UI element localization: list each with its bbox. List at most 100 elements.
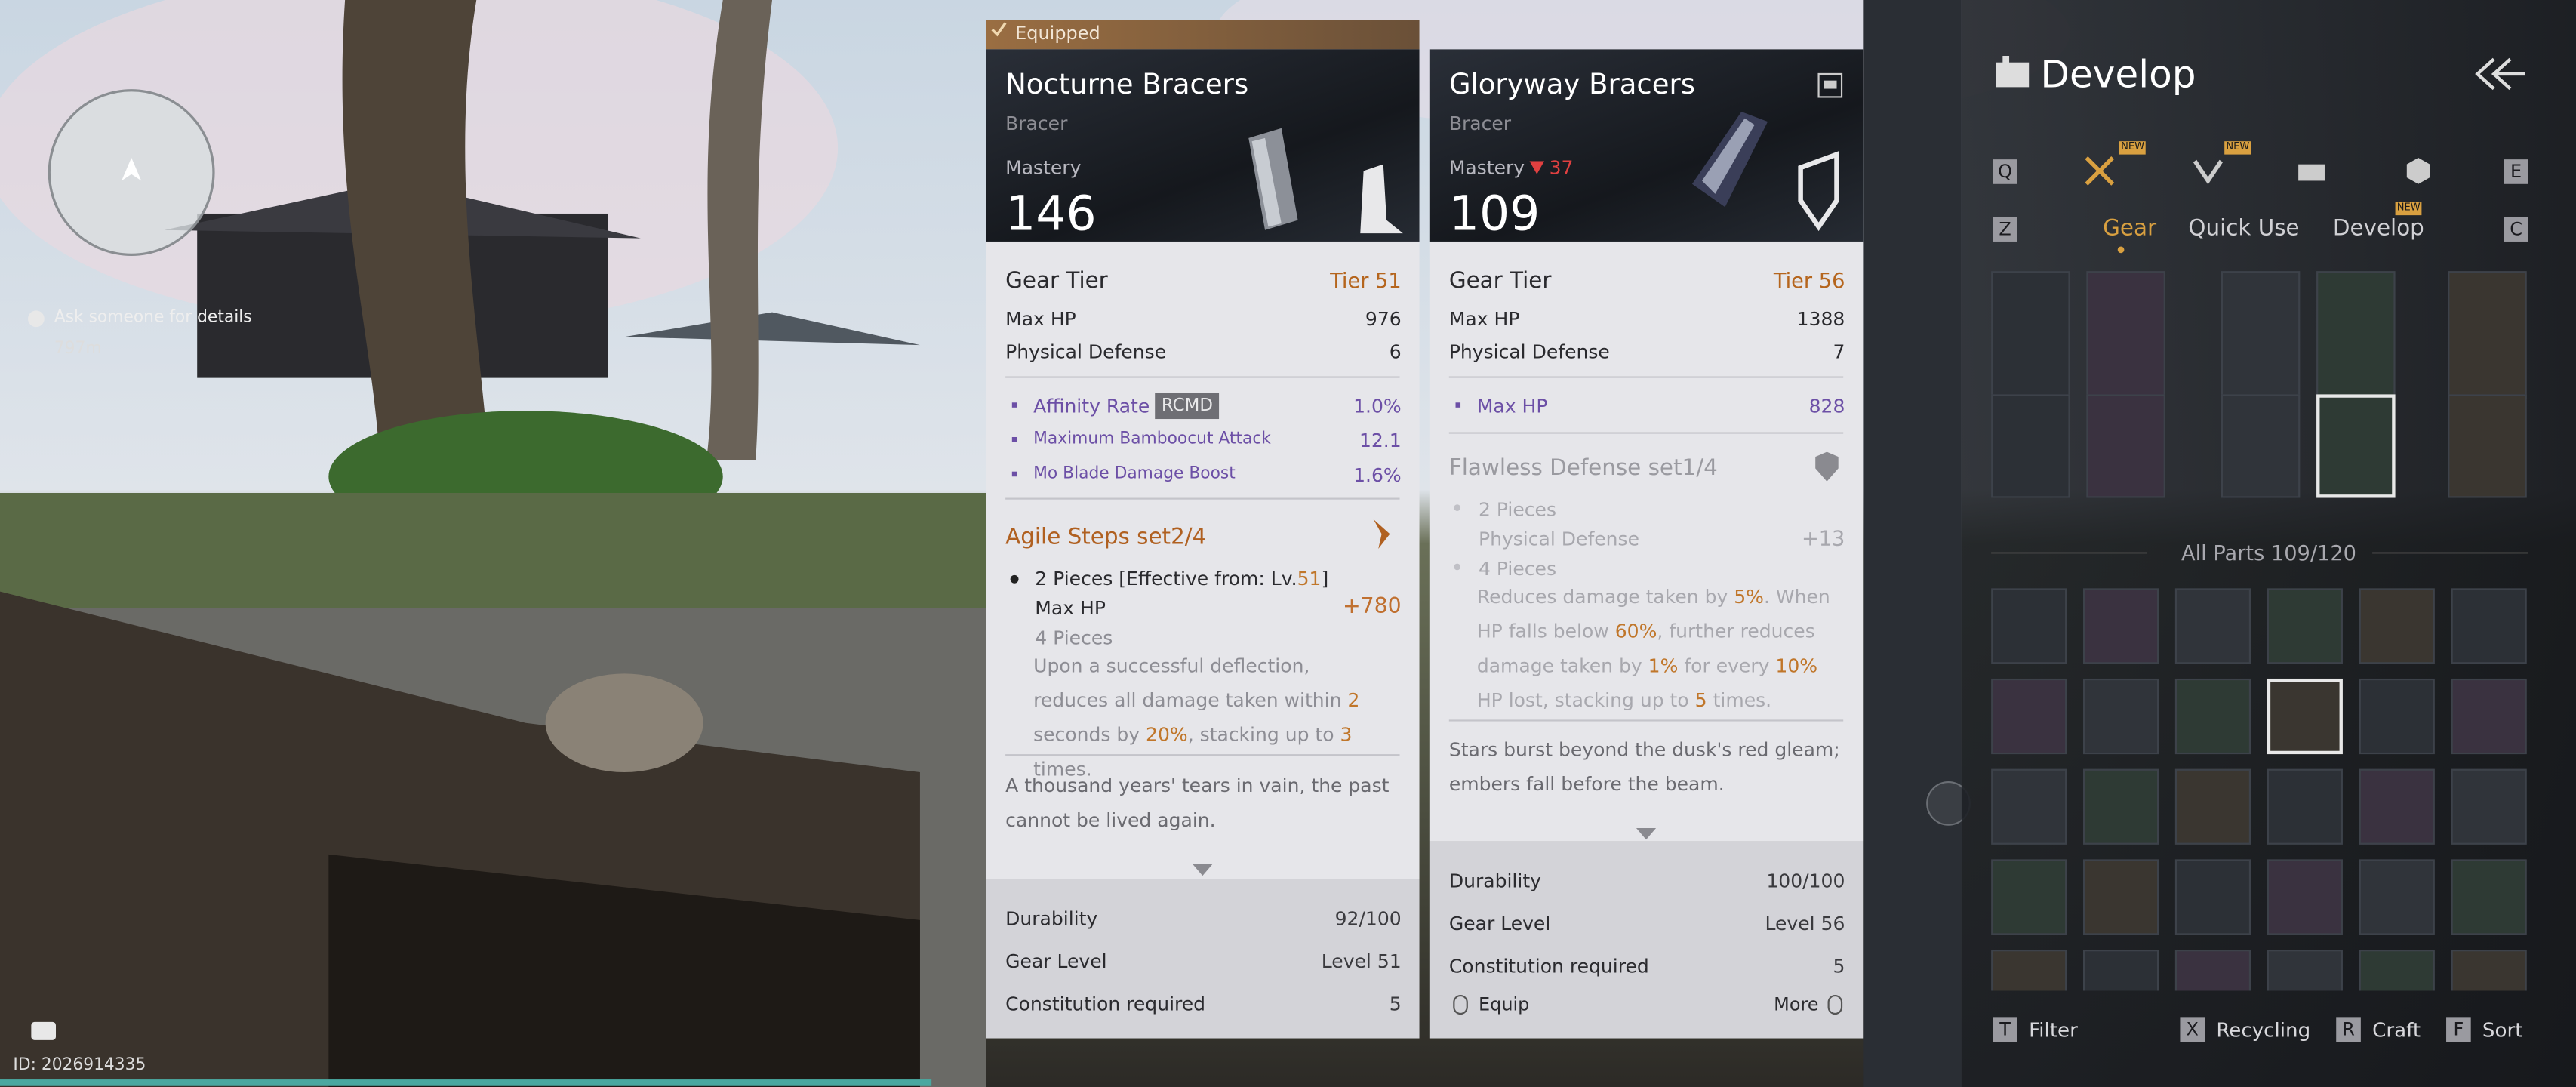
sub-tab[interactable]: Develop — [2332, 215, 2424, 242]
footer-value: 100/100 — [1766, 869, 1845, 892]
part-slot[interactable] — [2083, 588, 2159, 664]
part-slot[interactable] — [2174, 859, 2251, 935]
item-name: Gloryway Bracers — [1448, 69, 1696, 102]
part-slot[interactable] — [2451, 859, 2527, 935]
parts-grid — [1991, 588, 2550, 991]
part-slot[interactable] — [1991, 768, 2067, 845]
footer-value: Level 56 — [1765, 912, 1845, 935]
key-hint: C — [2504, 217, 2528, 242]
part-slot[interactable] — [2174, 950, 2251, 991]
part-slot[interactable] — [2359, 859, 2435, 935]
sub-tab[interactable]: Gear — [2103, 215, 2157, 242]
substat-label: Maximum Bamboocut Attack — [1033, 430, 1271, 449]
sub-tab[interactable]: Quick Use — [2188, 215, 2300, 242]
tier-label: Gear Tier — [1448, 267, 1552, 294]
part-slot[interactable] — [1991, 950, 2067, 991]
highlight: 3 — [1340, 722, 1353, 747]
equipment-slot[interactable] — [2316, 271, 2396, 399]
text-run: for every — [1678, 654, 1776, 677]
action-label[interactable]: Recycling — [2216, 1018, 2311, 1042]
bullet — [1455, 402, 1461, 408]
bullet — [1454, 504, 1461, 511]
part-slot[interactable] — [2359, 950, 2435, 991]
part-slot[interactable] — [2083, 859, 2159, 935]
divider — [1005, 497, 1400, 500]
part-slot[interactable] — [2083, 678, 2159, 755]
highlight: 2 — [1347, 688, 1360, 712]
footer-label: Durability — [1005, 907, 1098, 930]
action-label[interactable]: Filter — [2029, 1018, 2078, 1042]
mastery-label: Mastery — [1005, 156, 1082, 180]
text-run: Reduces damage taken by — [1476, 584, 1734, 608]
mastery-value: 146 — [1005, 185, 1097, 242]
key-hint: E — [2504, 159, 2528, 184]
set-piece-2: 2 Pieces [Effective from: Lv.51] — [1035, 565, 1328, 592]
equipment-slot[interactable] — [2448, 394, 2527, 498]
equip-button[interactable]: Equip — [1478, 993, 1530, 1016]
action-label[interactable]: Craft — [2372, 1018, 2421, 1042]
item-name: Nocturne Bracers — [1005, 69, 1249, 102]
part-slot[interactable] — [2359, 588, 2435, 664]
back-button[interactable] — [2471, 56, 2527, 92]
compare-icon[interactable] — [1817, 72, 1843, 99]
highlight: 5% — [1734, 584, 1764, 608]
substat-value: 1.0% — [1353, 394, 1402, 417]
set-piece-4: 4 Pieces — [1478, 556, 1557, 580]
equipment-slot[interactable] — [2448, 271, 2527, 399]
equipment-slot[interactable] — [2086, 394, 2165, 498]
text-run: seconds by — [1033, 722, 1146, 747]
part-slot[interactable] — [2174, 768, 2251, 845]
text-run: HP lost, stacking up to — [1476, 688, 1695, 712]
substat-value: 1.6% — [1353, 463, 1402, 487]
equipment-slot[interactable] — [2221, 394, 2301, 498]
stat-label: Physical Defense — [1448, 340, 1610, 364]
card-footer — [1429, 841, 1864, 1039]
mouse-icon — [1827, 994, 1843, 1015]
part-slot[interactable] — [1991, 588, 2067, 664]
more-button[interactable]: More — [1774, 993, 1819, 1016]
divider — [1448, 719, 1844, 722]
tab-indicator — [2117, 246, 2125, 254]
flavor-text: A thousand years' tears in vain, the pas… — [1005, 774, 1390, 832]
divider — [1448, 376, 1844, 378]
part-slot[interactable] — [2267, 950, 2343, 991]
category-tabs[interactable] — [2083, 155, 2445, 188]
text-run: 2 Pieces [Effective from: Lv. — [1035, 566, 1297, 590]
equipment-slot[interactable] — [1991, 271, 2070, 399]
part-slot[interactable] — [2359, 768, 2435, 845]
footer-value: 92/100 — [1334, 907, 1402, 930]
equipment-slot[interactable] — [1991, 394, 2070, 498]
part-slot[interactable] — [2267, 678, 2343, 755]
part-slot[interactable] — [2267, 768, 2343, 845]
part-slot[interactable] — [2174, 588, 2251, 664]
key-hint: F — [2446, 1017, 2471, 1042]
text-run: , further reduces damage taken by — [1476, 619, 1815, 677]
part-slot[interactable] — [1991, 859, 2067, 935]
text-run: , stacking up to — [1187, 722, 1340, 747]
equipment-slot[interactable] — [2316, 394, 2396, 498]
equipment-slot[interactable] — [2221, 271, 2301, 399]
highlight: 51 — [1297, 566, 1322, 590]
card-footer — [985, 879, 1420, 1039]
part-slot[interactable] — [2451, 768, 2527, 845]
part-slot[interactable] — [2083, 950, 2159, 991]
key-hint: R — [2336, 1017, 2361, 1042]
part-slot[interactable] — [2451, 588, 2527, 664]
part-slot[interactable] — [2359, 678, 2435, 755]
part-slot[interactable] — [2083, 768, 2159, 845]
set-icon — [1815, 451, 1839, 482]
card-header — [985, 49, 1420, 242]
equipment-slot[interactable] — [2086, 271, 2165, 399]
part-slot[interactable] — [2451, 678, 2527, 755]
part-slot[interactable] — [2267, 859, 2343, 935]
part-slot[interactable] — [2451, 950, 2527, 991]
action-label[interactable]: Sort — [2482, 1018, 2523, 1042]
part-slot[interactable] — [2174, 678, 2251, 755]
part-slot[interactable] — [1991, 678, 2067, 755]
substat-label: Mo Blade Damage Boost — [1033, 464, 1236, 483]
new-badge: NEW — [2119, 141, 2147, 155]
new-badge: NEW — [2224, 141, 2251, 155]
part-slot[interactable] — [2267, 588, 2343, 664]
set-piece-4: 4 Pieces — [1035, 626, 1113, 649]
